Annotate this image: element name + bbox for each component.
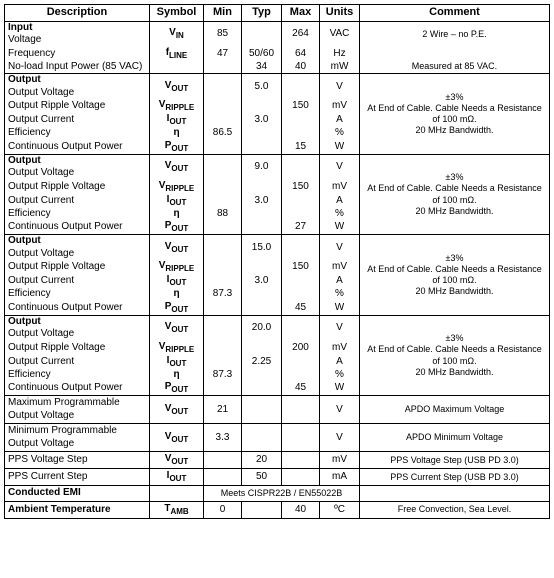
header-min: Min [204,5,242,22]
header-comment: Comment [360,5,550,22]
table-row: OutputOutput VoltageVOUT20.0V±3%At End o… [5,315,550,341]
table-row: No-load Input Power (85 VAC)3440mWMeasur… [5,61,550,74]
section-comment: ±3%At End of Cable. Cable Needs a Resist… [360,154,550,235]
table-row: OutputOutput VoltageVOUT15.0V±3%At End o… [5,235,550,261]
table-row: InputVoltageVIN85264VAC2 Wire – no P.E. [5,21,550,47]
table-row: OutputOutput VoltageVOUT5.0V±3%At End of… [5,74,550,100]
table-row: Minimum Programmable Output VoltageVOUT3… [5,424,550,452]
header-typ: Typ [242,5,282,22]
header-row: Description Symbol Min Typ Max Units Com… [5,5,550,22]
header-description: Description [5,5,150,22]
table-row: PPS Current StepIOUT50mAPPS Current Step… [5,469,550,486]
section-comment: ±3%At End of Cable. Cable Needs a Resist… [360,235,550,316]
section-comment: ±3%At End of Cable. Cable Needs a Resist… [360,315,550,396]
header-max: Max [282,5,320,22]
table-row: Maximum Programmable Output VoltageVOUT2… [5,396,550,424]
table-row: PPS Voltage StepVOUT20mVPPS Voltage Step… [5,452,550,469]
ambient-row: Ambient TemperatureTAMB040ºCFree Convect… [5,501,550,518]
table-row: OutputOutput VoltageVOUT9.0V±3%At End of… [5,154,550,180]
header-units: Units [320,5,360,22]
emi-row: Conducted EMIMeets CISPR22B / EN55022B [5,486,550,502]
header-symbol: Symbol [150,5,204,22]
table-row: FrequencyfLINE4750/6064Hz [5,47,550,61]
section-comment: ±3%At End of Cable. Cable Needs a Resist… [360,74,550,155]
spec-table: Description Symbol Min Typ Max Units Com… [4,4,550,519]
